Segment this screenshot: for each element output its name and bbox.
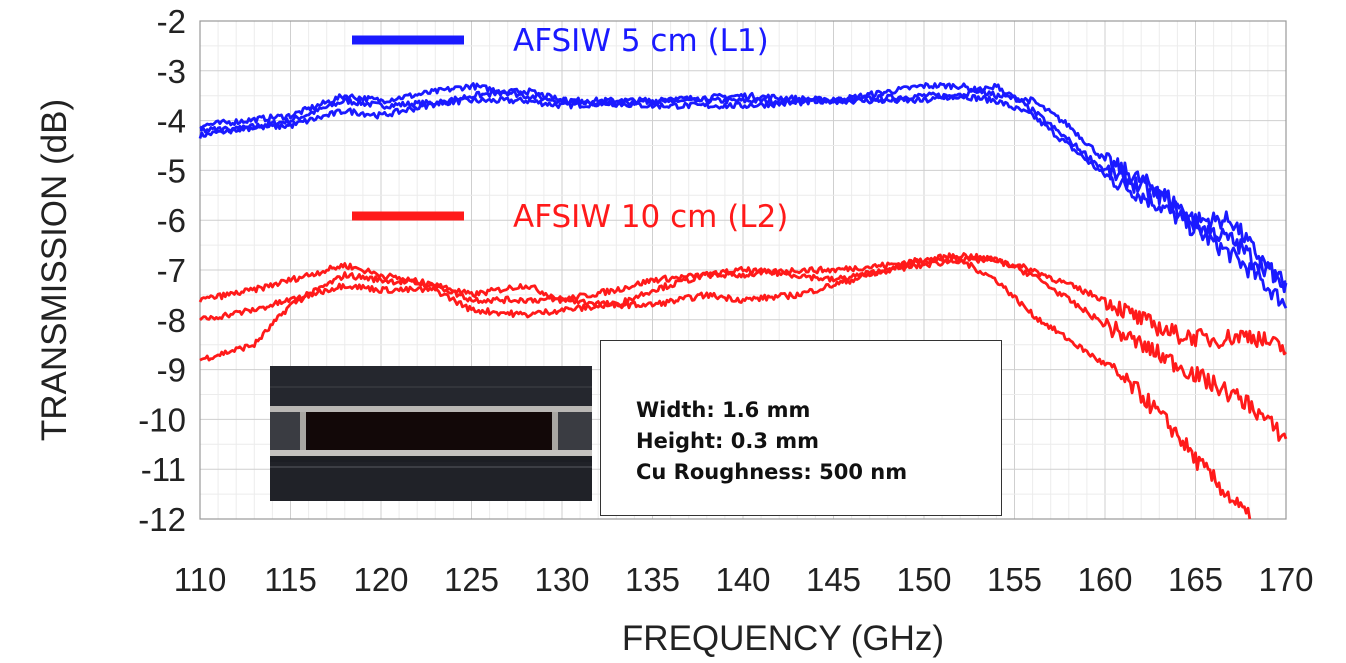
y-axis-label: TRANSMISSION (dB) (35, 99, 74, 441)
x-tick-label: 145 (806, 561, 861, 598)
x-tick-label: 125 (444, 561, 499, 598)
y-tick-label: -8 (157, 302, 186, 339)
series-line-5 (198, 252, 1287, 356)
width-label: Width: 1.6 mm (636, 398, 811, 422)
plot-frame (199, 20, 1287, 520)
y-tick-label: -9 (157, 352, 186, 389)
waveguide-info-box: Width: 1.6 mm Height: 0.3 mm Cu Roughnes… (600, 340, 1002, 516)
y-tick-label: -4 (157, 103, 186, 140)
x-tick-labels: 110 115 120 125 130 135 140 145 150 155 160 165 170 (174, 561, 1314, 598)
x-tick-label: 110 (174, 561, 227, 598)
x-tick-label: 170 (1258, 561, 1313, 598)
series-line-2 (199, 82, 1287, 289)
x-tick-label: 150 (896, 561, 951, 598)
y-tick-label: -7 (157, 252, 186, 289)
x-tick-label: 115 (264, 561, 317, 598)
height-label: Height: 0.3 mm (636, 429, 820, 453)
x-tick-label: 165 (1168, 561, 1223, 598)
x-axis-label: FREQUENCY (GHz) (622, 619, 944, 658)
y-tick-label: -2 (157, 3, 186, 40)
y-tick-label: -11 (141, 451, 186, 488)
series-line-4 (199, 255, 1252, 520)
x-tick-label: 130 (534, 561, 589, 598)
x-tick-label: 140 (715, 561, 770, 598)
x-tick-label: 135 (625, 561, 680, 598)
y-tick-labels: -2 -3 -4 -5 -6 -7 -8 -9 -10 -11 -12 (138, 3, 186, 538)
y-tick-label: -12 (138, 501, 186, 538)
legend: AFSIW 5 cm (L1) AFSIW 10 cm (L2) (352, 23, 788, 235)
y-tick-label: -10 (138, 401, 186, 438)
waveguide-cross-section-photo (270, 366, 592, 501)
series-line-6 (199, 255, 1288, 442)
y-tick-label: -6 (157, 202, 186, 239)
legend-label-1: AFSIW 5 cm (L1) (513, 23, 769, 59)
x-tick-label: 120 (353, 561, 408, 598)
series-line-3 (200, 82, 1288, 294)
roughness-label: Cu Roughness: 500 nm (636, 460, 908, 484)
series-line-1 (198, 91, 1288, 309)
y-tick-label: -3 (157, 53, 186, 90)
x-tick-label: 160 (1077, 561, 1132, 598)
legend-label-2: AFSIW 10 cm (L2) (513, 199, 788, 235)
series-layer (198, 82, 1288, 520)
y-tick-label: -5 (157, 152, 186, 189)
x-tick-label: 155 (987, 561, 1042, 598)
